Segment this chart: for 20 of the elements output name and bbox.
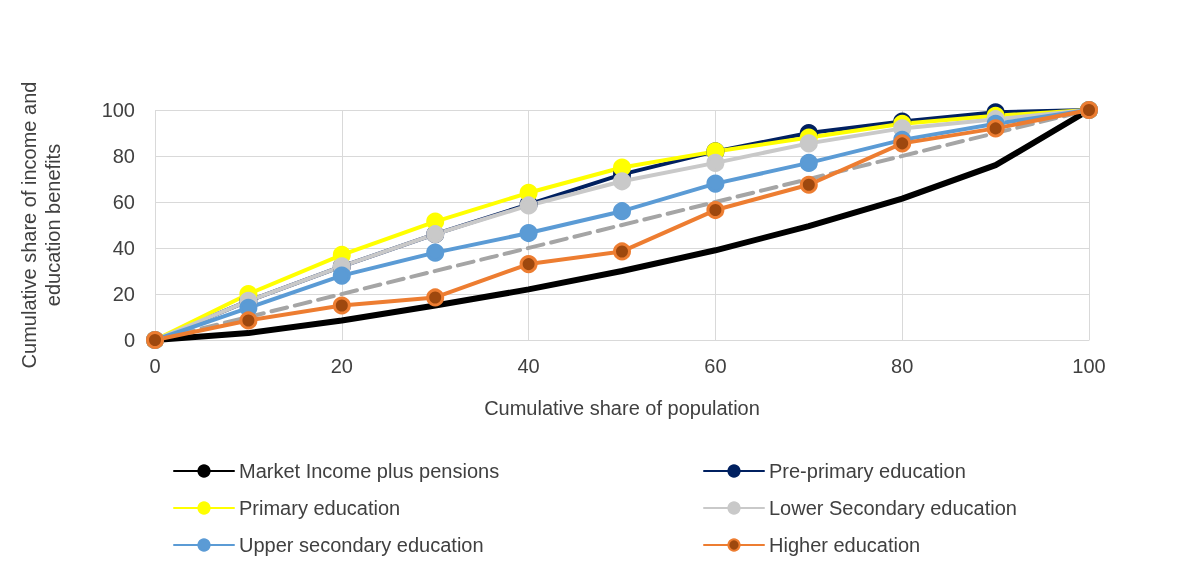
x-tick-label: 0 — [149, 355, 161, 377]
y-axis-title: Cumulative share of income and education benefits — [18, 81, 64, 369]
legend-label: Pre-primary education — [769, 460, 966, 482]
y-tick-label: 20 — [112, 283, 135, 305]
x-tick-label: 40 — [517, 355, 540, 377]
legend-label: Primary education — [239, 497, 401, 519]
x-tick-label: 20 — [330, 355, 353, 377]
x-axis-title: Cumulative share of population — [484, 397, 760, 419]
x-tick-label: 80 — [891, 355, 914, 377]
y-tick-label: 100 — [101, 99, 135, 121]
x-tick-label: 100 — [1072, 355, 1106, 377]
y-tick-label: 80 — [112, 145, 135, 167]
legend-label: Upper secondary education — [239, 534, 484, 556]
legend-label: Higher education — [769, 534, 921, 556]
legend-label: Lower Secondary education — [769, 497, 1017, 519]
y-tick-label: 40 — [112, 237, 135, 259]
x-tick-label: 60 — [704, 355, 727, 377]
legend-label: Market Income plus pensions — [239, 460, 500, 482]
y-tick-label: 60 — [112, 191, 135, 213]
y-tick-label: 0 — [123, 329, 135, 351]
